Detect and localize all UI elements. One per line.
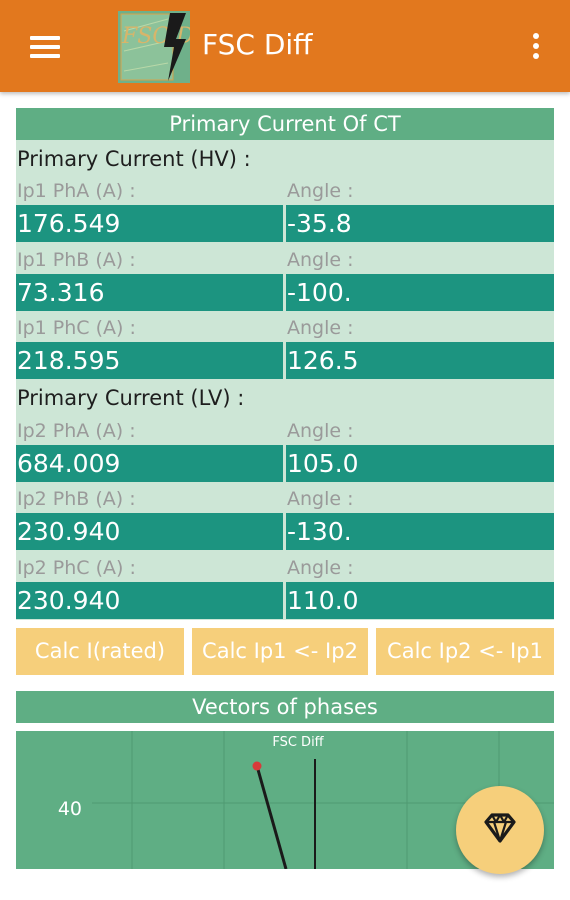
ip1-phb-label: Ip1 PhB (A) : — [17, 249, 136, 271]
ip1-phb-angle-input[interactable]: -100. — [286, 274, 554, 311]
ip2-phb-input[interactable]: 230.940 — [16, 513, 283, 550]
app-title: FSC Diff — [202, 28, 313, 61]
lv-group-label: Primary Current (LV) : — [17, 386, 245, 410]
diamond-icon — [484, 813, 516, 843]
ip2-phc-input[interactable]: 230.940 — [16, 582, 283, 619]
calc-rated-button[interactable]: Calc I(rated) — [16, 628, 184, 675]
floating-action-button[interactable] — [456, 786, 544, 874]
more-vert-icon-dot — [533, 43, 539, 49]
ip1-phb-input[interactable]: 73.316 — [16, 274, 283, 311]
ip1-pha-angle-input[interactable]: -35.8 — [286, 205, 554, 242]
ip2-pha-label: Ip2 PhA (A) : — [17, 420, 136, 442]
app-toolbar: FSC Diff FSC Diff — [0, 0, 570, 92]
more-vert-icon-dot — [533, 53, 539, 59]
ip1-phb-angle-label: Angle : — [287, 249, 354, 271]
overflow-menu-button[interactable] — [522, 30, 550, 64]
calc-ip2-button[interactable]: Calc Ip2 <- Ip1 — [376, 628, 554, 675]
ip1-phc-angle-input[interactable]: 126.5 — [286, 342, 554, 379]
ip2-phc-angle-input[interactable]: 110.0 — [286, 582, 554, 619]
hamburger-menu-icon-bar — [30, 45, 60, 49]
ip2-phb-angle-input[interactable]: -130. — [286, 513, 554, 550]
hamburger-menu-icon-bar — [30, 54, 60, 58]
menu-button[interactable] — [22, 30, 68, 64]
ip1-phc-angle-label: Angle : — [287, 317, 354, 339]
section-header-primary-current: Primary Current Of CT — [16, 108, 554, 140]
more-vert-icon — [533, 33, 539, 39]
ip1-pha-label: Ip1 PhA (A) : — [17, 180, 136, 202]
vectors-y-tick: 40 — [58, 798, 82, 820]
ip2-pha-angle-input[interactable]: 105.0 — [286, 445, 554, 482]
vectors-chart-title: FSC Diff — [272, 735, 324, 750]
ip2-phb-label: Ip2 PhB (A) : — [17, 488, 136, 510]
hv-group-label: Primary Current (HV) : — [17, 147, 251, 171]
section-header-vectors: Vectors of phases — [16, 691, 554, 723]
ip2-pha-angle-label: Angle : — [287, 420, 354, 442]
ip2-pha-input[interactable]: 684.009 — [16, 445, 283, 482]
ip2-phc-angle-label: Angle : — [287, 557, 354, 579]
hamburger-menu-icon — [30, 36, 60, 40]
ip1-phc-input[interactable]: 218.595 — [16, 342, 283, 379]
fsc-diff-logo-icon: FSC Diff — [118, 11, 190, 83]
ip1-pha-input[interactable]: 176.549 — [16, 205, 283, 242]
ip2-phc-label: Ip2 PhC (A) : — [17, 557, 136, 579]
vectors-chart-canvas: FSC Diff 40 — [58, 731, 554, 869]
ip1-phc-label: Ip1 PhC (A) : — [17, 317, 136, 339]
ip2-phb-angle-label: Angle : — [287, 488, 354, 510]
ip1-pha-angle-label: Angle : — [287, 180, 354, 202]
calc-ip1-button[interactable]: Calc Ip1 <- Ip2 — [192, 628, 368, 675]
